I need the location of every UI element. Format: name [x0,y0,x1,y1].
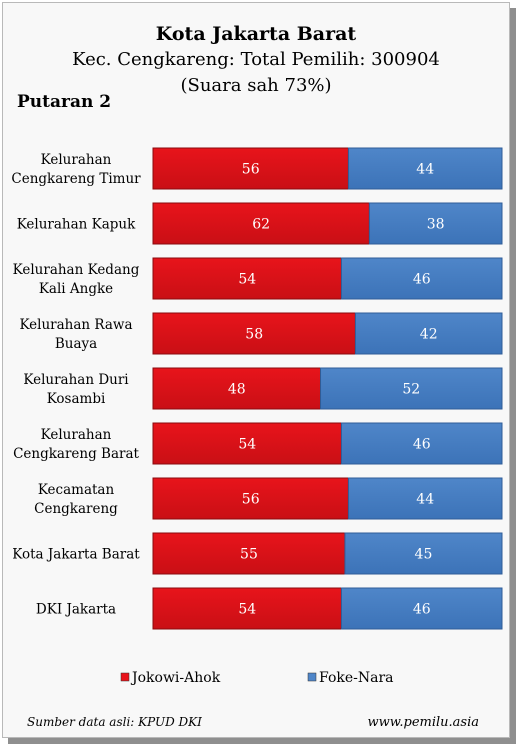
bar-jokowi-ahok [152,202,370,245]
data-label: 46 [413,437,431,453]
category-label: Kelurahan Kedang Kali Angke [13,262,140,297]
data-label: 44 [416,492,434,508]
round-label: Putaran 2 [17,92,112,112]
bar-jokowi-ahok [152,587,342,630]
chart-title: Kota Jakarta Barat [155,23,357,45]
data-label: 54 [238,272,256,288]
category-label: Kelurahan Cengkareng Barat [13,427,139,462]
data-label: 55 [240,547,258,563]
category-label: Kelurahan Duri Kosambi [23,372,129,407]
legend-label: Jokowi-Ahok [130,670,221,686]
bar-foke-nara [344,532,503,575]
bar-jokowi-ahok [152,257,342,300]
category-label: DKI Jakarta [36,602,116,618]
website-label: www.pemilu.asia [367,715,479,730]
data-label: 62 [252,217,270,233]
data-label: 38 [427,217,445,233]
legend-swatch [120,672,130,682]
chart-subtitle: Kec. Cengkareng: Total Pemilih: 300904 [72,49,440,70]
bar-foke-nara [347,477,503,520]
data-label: 48 [228,382,246,398]
source-note: Sumber data asli: KPUD DKI [27,715,202,729]
category-label: Kelurahan Cengkareng Timur [11,152,141,187]
bar-foke-nara [340,587,503,630]
chart-frame: Kota Jakarta Barat Kec. Cengkareng: Tota… [2,2,510,738]
data-label: 44 [416,162,434,178]
bar-foke-nara [320,367,503,410]
data-label: 56 [242,492,260,508]
category-label: Kota Jakarta Barat [12,547,140,563]
data-label: 56 [242,162,260,178]
data-label: 46 [413,272,431,288]
data-label: 54 [238,602,256,618]
bar-jokowi-ahok [152,312,356,355]
legend-swatch [307,672,317,682]
data-label: 46 [413,602,431,618]
bar-jokowi-ahok [152,477,349,520]
bar-foke-nara [347,147,503,190]
bar-foke-nara [340,257,503,300]
bar-jokowi-ahok [152,532,346,575]
data-label: 42 [420,327,438,343]
data-label: 58 [245,327,263,343]
bar-jokowi-ahok [152,422,342,465]
bar-foke-nara [368,202,503,245]
data-label: 54 [238,437,256,453]
data-label: 45 [415,547,433,563]
bar-foke-nara [354,312,503,355]
chart-subtitle-valid-votes: (Suara sah 73%) [180,75,332,96]
category-label: Kelurahan Kapuk [17,217,136,233]
data-label: 52 [402,382,420,398]
category-label: Kelurahan Rawa Buaya [19,317,132,352]
legend-label: Foke-Nara [319,670,394,686]
bar-foke-nara [340,422,503,465]
stacked-bar-chart: Kelurahan Cengkareng Timur 56 44 Kelurahan K… [11,147,503,686]
category-label: Kecamatan Cengkareng [34,482,118,517]
